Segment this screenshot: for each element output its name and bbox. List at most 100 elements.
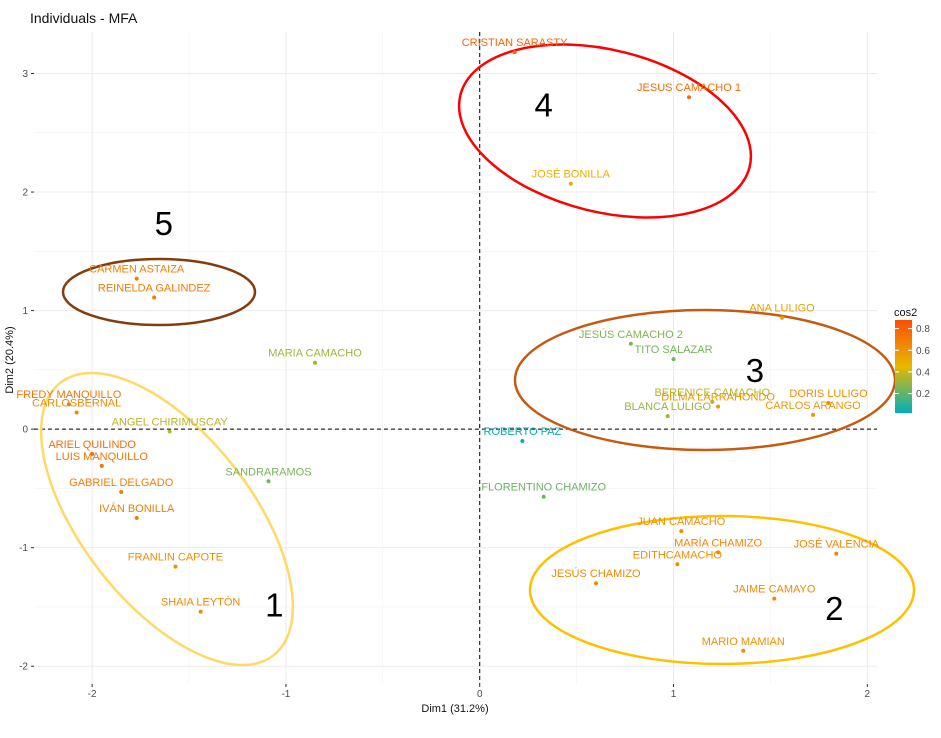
cluster-number: 3 — [746, 352, 764, 389]
data-point — [134, 276, 139, 281]
data-point — [594, 581, 598, 586]
data-point — [119, 489, 124, 494]
data-point-label: MARIA CAMACHO — [268, 348, 362, 360]
axes: -2 -1 0 1 2 -2 -1 0 1 2 3 — [19, 69, 870, 700]
data-point — [512, 50, 517, 55]
data-point — [90, 452, 95, 457]
data-point — [687, 95, 692, 100]
data-point-label: BLANCA LULIGO — [624, 401, 711, 413]
point-marks — [66, 50, 839, 653]
data-point — [710, 399, 715, 404]
data-point — [541, 494, 546, 499]
data-point-label: JOSÉ BONILLA — [532, 168, 611, 181]
legend: cos2 0.8 0.6 0.4 0.2 — [894, 307, 930, 413]
x-tick-label: 1 — [671, 689, 677, 700]
cluster-ellipse-1 — [39, 371, 295, 667]
data-point — [679, 529, 684, 534]
y-axis-title: Dim2 (20.4%) — [4, 326, 16, 393]
data-point-label: REINELDA GALINDEZ — [98, 283, 211, 295]
data-point — [66, 402, 71, 407]
data-point-label: EDITHCAMACHO — [633, 549, 723, 561]
cluster-number: 2 — [825, 590, 843, 627]
cluster-number: 1 — [265, 587, 283, 624]
legend-tick-label: 0.8 — [916, 324, 930, 335]
data-point — [99, 463, 104, 468]
data-point — [628, 341, 633, 346]
data-point-label: ANGEL CHIRIMUSCAY — [112, 416, 229, 428]
data-point — [780, 315, 785, 320]
data-point-label: GABRIEL DELGADO — [69, 477, 174, 489]
x-axis-title: Dim1 (31.2%) — [421, 703, 488, 715]
data-point-label: DORIS LULIGO — [789, 388, 868, 400]
data-point-label: LUIS MANQUILLO — [56, 451, 149, 463]
cluster-ellipse-2 — [528, 514, 916, 666]
x-tick-label: -1 — [281, 689, 290, 700]
data-point — [671, 357, 676, 362]
data-point-label: ARIEL QUILINDO — [48, 439, 136, 451]
x-tick-label: 0 — [477, 689, 483, 700]
data-point — [313, 360, 317, 365]
data-point — [834, 551, 839, 556]
data-point-label: JESÚS CAMACHO 2 — [579, 328, 683, 341]
data-point — [826, 401, 831, 406]
data-point — [811, 412, 816, 417]
data-point-label: SHAIA LEYTÓN — [161, 596, 241, 609]
cluster-ellipse-4 — [457, 43, 753, 219]
data-point-label: FREDY MANQUILLO — [16, 389, 121, 401]
data-point-label: SANDRARAMOS — [225, 466, 311, 478]
point-labels: CRISTIAN SARASTY JESUS CAMACHO 1 JOSÉ BONI… — [16, 37, 879, 648]
y-tick-label: 3 — [22, 69, 28, 80]
data-point-label: IVÁN BONILLA — [99, 502, 175, 515]
legend-tick-label: 0.2 — [916, 389, 930, 400]
y-tick-label: 1 — [22, 306, 28, 317]
data-point-label: ROBERTO PAZ — [484, 426, 562, 438]
data-point — [167, 429, 172, 434]
data-point-label: CRISTIAN SARASTY — [462, 37, 568, 49]
data-point — [568, 181, 573, 186]
data-point — [716, 404, 721, 409]
legend-colorbar — [895, 320, 912, 413]
cluster-number: 4 — [534, 86, 552, 123]
data-point-label: JESUS CAMACHO 1 — [637, 82, 741, 94]
data-point — [198, 609, 203, 614]
data-point — [152, 295, 157, 300]
y-tick-label: 0 — [22, 425, 28, 436]
data-point — [74, 410, 79, 415]
data-point-label: FLORENTINO CHAMIZO — [481, 482, 606, 494]
cluster-number: 5 — [155, 205, 173, 242]
data-point — [266, 479, 271, 484]
data-point — [665, 414, 670, 419]
data-point — [520, 438, 525, 443]
data-point-label: TITO SALAZAR — [634, 344, 712, 356]
data-point-label: JESÚS CHAMIZO — [551, 567, 641, 580]
legend-tick-label: 0.6 — [916, 346, 930, 357]
reference-lines — [34, 32, 877, 684]
data-point-label: FRANLIN CAPOTE — [128, 552, 223, 564]
data-point-label: CARLOS ARANGO — [765, 400, 861, 412]
data-point-label: JOSÉ VALENCIA — [794, 538, 880, 551]
data-point-label: CARLOSBERNAL — [32, 398, 121, 410]
cluster-numbers: 1 2 3 4 5 — [155, 86, 844, 627]
y-tick-label: 2 — [22, 188, 28, 199]
data-point — [716, 550, 721, 555]
data-point-label: DILMA LARRAHONDO — [661, 392, 775, 404]
data-point-label: MARÍA CHAMIZO — [674, 536, 762, 549]
data-point — [173, 564, 178, 569]
data-point-label: BERENICE CAMACHO — [655, 387, 771, 399]
x-tick-label: -2 — [88, 689, 97, 700]
y-tick-label: -1 — [19, 543, 28, 554]
data-point-label: ANA LULIGO — [749, 303, 815, 315]
data-point — [675, 562, 680, 567]
cluster-ellipse-5 — [61, 257, 257, 327]
legend-title: cos2 — [894, 307, 917, 319]
data-point-label: MARIO MAMIAN — [702, 636, 785, 648]
data-point — [134, 516, 139, 521]
data-point-label: JUAN CAMACHO — [637, 516, 725, 528]
data-point-label: CARMEN ASTAIZA — [89, 264, 185, 276]
data-point — [772, 596, 777, 601]
legend-tick-label: 0.4 — [916, 367, 930, 378]
data-point-label: JAIME CAMAYO — [733, 584, 816, 596]
grid — [34, 32, 877, 684]
data-point — [741, 648, 746, 653]
